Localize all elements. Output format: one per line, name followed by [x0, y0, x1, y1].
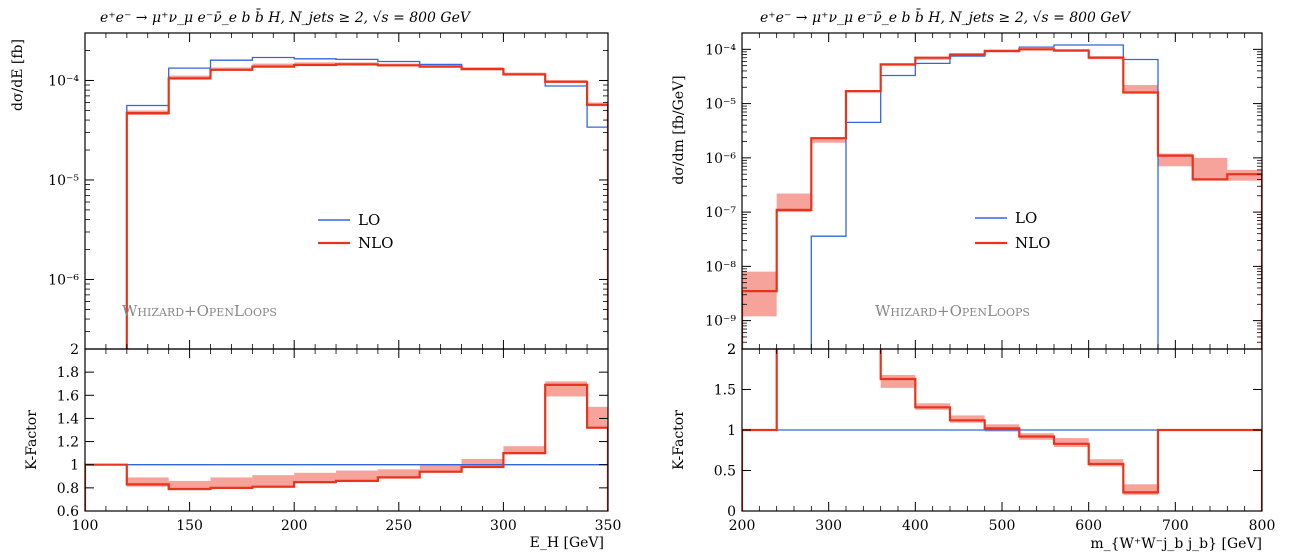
- p3-plot-area: [742, 349, 1262, 511]
- p1-y-tick-label: 1: [70, 458, 79, 474]
- left-title: e⁺e⁻ → μ⁺ν_μ e⁻ν̄_e b b̄ H, N_jets ≥ 2, …: [100, 8, 472, 26]
- left-figure: e⁺e⁻ → μ⁺ν_μ e⁻ν̄_e b b̄ H, N_jets ≥ 2, …: [10, 8, 621, 551]
- left-x-axis-label: E_H [GeV]: [530, 535, 604, 551]
- p3-x-tick-label: 500: [989, 518, 1016, 534]
- p1-nlo-band-bin: [210, 477, 253, 490]
- p1-nlo-series-line: [85, 383, 608, 511]
- right-watermark: Whizard+OpenLoops: [875, 302, 1030, 320]
- p0-y-bottom-tick-label: 2: [70, 342, 79, 358]
- right-ratio-y-axis-label: K-Factor: [671, 410, 687, 470]
- p2-nlo-band-bin: [811, 137, 846, 143]
- p1-y-tick-label: 1.2: [57, 435, 79, 451]
- left-y-axis-label: dσ/dE [fb]: [10, 39, 26, 111]
- p2-y-tick-label: 10⁻⁹: [705, 314, 736, 330]
- p2-nlo-band-bin: [776, 193, 812, 213]
- left-legend-lo-label: LO: [358, 211, 380, 229]
- p1-x-tick-label: 100: [72, 518, 99, 534]
- p2-y-tick-label: 10⁻⁵: [705, 97, 736, 113]
- p3-nlo-series-line: [742, 349, 1262, 511]
- left-main-panel: 10⁻⁴ 10⁻⁵ 10⁻⁶ 2: [48, 32, 609, 358]
- right-main-panel: 10⁻⁴ 10⁻⁵ 10⁻⁶ 10⁻⁷ 10⁻⁸ 10⁻⁹ 2: [705, 32, 1263, 358]
- left-ratio-y-axis-label: K-Factor: [24, 410, 40, 470]
- p1-x-tick-label: 300: [490, 518, 517, 534]
- p0-y-tick-label: 10⁻⁴: [48, 73, 79, 89]
- p1-frame: [84, 348, 609, 512]
- p1-nlo-band-bin: [168, 480, 211, 491]
- p3-lo-series-line: [742, 429, 1262, 511]
- p1-x-tick-label: 200: [281, 518, 308, 534]
- p1-nlo-band-bin: [503, 446, 546, 455]
- right-ratio-panel: 0 0.5 1 1.5 2 200 300 400 500 600 700 800: [714, 342, 1276, 534]
- left-legend: LO NLO: [318, 211, 393, 252]
- right-title: e⁺e⁻ → μ⁺ν_μ e⁻ν̄_e b b̄ H, N_jets ≥ 2, …: [760, 8, 1132, 26]
- p2-y-bottom-tick-label: 2: [727, 342, 736, 358]
- p2-nlo-band-bin: [1158, 153, 1193, 167]
- p1-y-tick-label: 1.6: [57, 388, 79, 404]
- p1-x-tick-label: 150: [176, 518, 203, 534]
- p2-y-tick-label: 10⁻⁶: [705, 151, 736, 167]
- p3-y-tick-label: 2: [727, 342, 736, 358]
- p3-nlo-band-bin: [880, 374, 916, 388]
- p1-nlo-band-bin: [252, 475, 295, 488]
- p3-nlo-band-bin: [1054, 438, 1089, 448]
- p3-y-tick-label: 0.5: [714, 464, 736, 480]
- p1-y-tick-label: 1.8: [57, 365, 79, 381]
- p2-nlo-band-bin: [1123, 85, 1158, 93]
- p1-x-tick-label: 250: [385, 518, 412, 534]
- p2-nlo-series-line: [742, 48, 1262, 349]
- p3-nlo-band-bin: [1088, 459, 1124, 467]
- right-y-axis-label: dσ/dm [fb/GeV]: [671, 75, 687, 184]
- right-legend: LO NLO: [975, 209, 1050, 252]
- p1-plot-area: [85, 381, 608, 511]
- p3-x-tick-label: 300: [815, 518, 842, 534]
- right-figure: e⁺e⁻ → μ⁺ν_μ e⁻ν̄_e b b̄ H, N_jets ≥ 2, …: [671, 8, 1275, 552]
- p0-lo-series-line: [126, 56, 608, 349]
- left-ratio-panel: 0.6 0.8 1 1.2 1.4 1.6 1.8 100 150 200 250 300 350: [57, 348, 622, 534]
- p3-x-tick-label: 700: [1162, 518, 1189, 534]
- p1-nlo-band-bin: [336, 470, 378, 483]
- p1-y-tick-label: 1.4: [57, 411, 79, 427]
- p1-y-tick-label: 0.8: [57, 481, 79, 497]
- p1-lo-series-line: [85, 464, 608, 511]
- p3-y-tick-label: 1.5: [714, 383, 736, 399]
- p1-nlo-band-bin: [545, 381, 588, 397]
- p3-y-tick-label: 1: [727, 423, 736, 439]
- p2-nlo-band-bin: [1192, 157, 1228, 181]
- p1-y-tick-label: 0.6: [57, 504, 79, 520]
- p1-nlo-band-bin: [419, 464, 462, 473]
- p1-nlo-band-bin: [461, 458, 504, 468]
- p1-nlo-band-bin: [126, 477, 169, 487]
- p2-y-tick-label: 10⁻⁷: [705, 205, 736, 221]
- p0-nlo-series-line: [125, 63, 608, 349]
- p2-y-tick-label: 10⁻⁴: [705, 42, 736, 58]
- p1-x-tick-label: 350: [595, 518, 622, 534]
- p3-nlo-band-bin: [1123, 484, 1158, 495]
- p0-y-tick-label: 10⁻⁵: [48, 173, 79, 189]
- p3-y-tick-label: 0: [727, 504, 736, 520]
- p1-nlo-band-bin: [587, 406, 608, 429]
- p0-plot-area: [125, 56, 608, 349]
- p0-y-tick-label: 10⁻⁶: [48, 272, 79, 288]
- p3-x-tick-label: 400: [902, 518, 929, 534]
- p2-y-tick-label: 10⁻⁸: [705, 259, 736, 275]
- p1-nlo-band-bin: [294, 472, 337, 484]
- p2-nlo-band-bin: [742, 271, 777, 317]
- left-legend-nlo-label: NLO: [358, 234, 393, 252]
- p3-x-tick-label: 200: [729, 518, 756, 534]
- p3-nlo-band-bin: [950, 415, 985, 423]
- right-legend-lo-label: LO: [1015, 209, 1037, 227]
- p1-nlo-band-bin: [377, 469, 420, 479]
- left-watermark: Whizard+OpenLoops: [122, 302, 277, 320]
- p2-lo-series-line: [776, 44, 1159, 349]
- p2-plot-area: [742, 44, 1262, 349]
- p3-x-tick-label: 800: [1249, 518, 1276, 534]
- right-x-axis-label: m_{W⁺W⁻j_b j_b} [GeV]: [1090, 536, 1262, 552]
- right-legend-nlo-label: NLO: [1015, 234, 1050, 252]
- p3-x-tick-label: 600: [1075, 518, 1102, 534]
